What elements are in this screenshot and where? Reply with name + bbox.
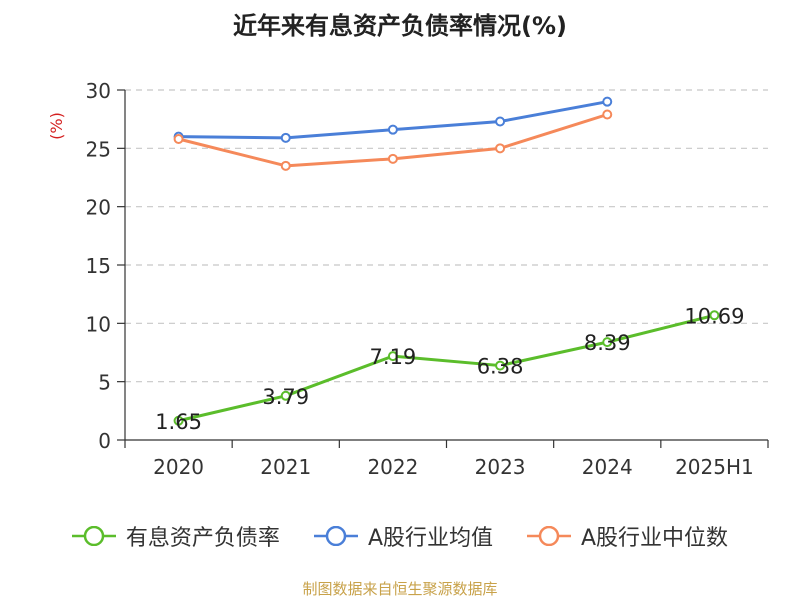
x-tick-label: 2025H1: [675, 455, 754, 479]
series-lines: [173, 96, 720, 426]
data-point[interactable]: [280, 132, 291, 143]
data-source-note: 制图数据来自恒生聚源数据库: [302, 580, 498, 598]
x-tick-label: 2023: [475, 455, 526, 479]
y-axis-label: (%): [47, 112, 66, 140]
x-tick-label: 2024: [582, 455, 633, 479]
y-tick-label: 30: [86, 79, 111, 103]
data-point[interactable]: [280, 160, 291, 171]
y-tick-label: 0: [98, 429, 111, 453]
legend-item-interest-debt-ratio[interactable]: 有息资产负债率: [71, 520, 280, 552]
data-label: 10.69: [684, 304, 744, 328]
data-point[interactable]: [495, 143, 506, 154]
x-tick-label: 2020: [153, 455, 204, 479]
x-tick-label: 2022: [367, 455, 418, 479]
y-tick-label: 20: [86, 196, 111, 220]
data-point[interactable]: [495, 360, 506, 371]
y-tick-label: 25: [86, 137, 111, 161]
data-labels: 1.65 3.79 7.19 6.38 8.39 10.69: [155, 304, 744, 433]
data-label: 6.38: [477, 355, 524, 379]
data-point[interactable]: [173, 415, 184, 426]
legend-label: 有息资产负债率: [125, 526, 280, 551]
legend-line-marker-icon: [313, 526, 358, 546]
data-point[interactable]: [387, 351, 398, 362]
data-label: 7.19: [370, 345, 417, 369]
data-label: 1.65: [155, 410, 202, 434]
data-point[interactable]: [602, 109, 613, 120]
data-point[interactable]: [280, 390, 291, 401]
legend-line-marker-icon: [527, 526, 571, 546]
y-tick-label: 5: [98, 371, 111, 395]
legend-item-industry-mean[interactable]: A股行业均值: [313, 520, 493, 552]
data-point[interactable]: [387, 124, 398, 135]
legend-item-industry-median[interactable]: A股行业中位数: [527, 520, 728, 552]
legend-label: A股行业均值: [367, 526, 493, 551]
legend-line-marker-icon: [71, 526, 116, 546]
data-label: 8.39: [584, 331, 631, 355]
y-tick-label: 10: [86, 312, 111, 336]
data-point[interactable]: [709, 310, 720, 321]
data-label: 3.79: [262, 385, 309, 409]
series-line-0: [178, 313, 715, 423]
legend: 有息资产负债率 A股行业均值 A股行业中位数: [0, 520, 800, 552]
legend-label: A股行业中位数: [581, 526, 729, 551]
data-point[interactable]: [173, 134, 184, 144]
chart-title: 近年来有息资产负债率情况(%): [233, 12, 567, 40]
x-tick-label: 2021: [260, 455, 311, 479]
grid-lines: [125, 89, 768, 383]
data-point[interactable]: [602, 337, 613, 348]
data-point[interactable]: [495, 116, 506, 127]
y-tick-label: 15: [86, 254, 111, 278]
axes: 0 5 10 15 20 25 30 2020 2021 2022 2023 2024 2025H1: [86, 79, 769, 479]
data-point[interactable]: [602, 96, 613, 107]
data-point[interactable]: [387, 153, 398, 164]
